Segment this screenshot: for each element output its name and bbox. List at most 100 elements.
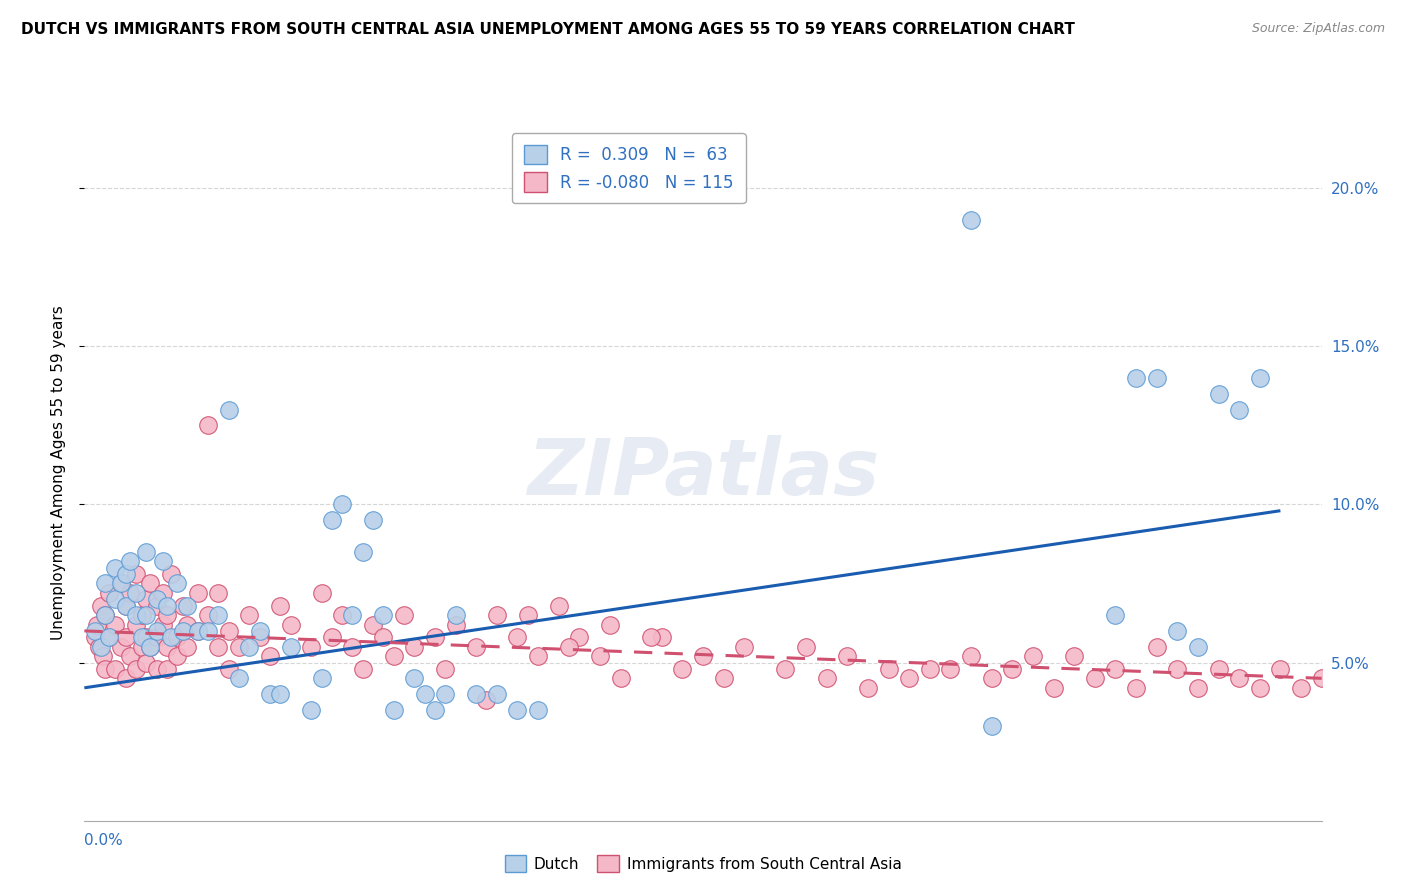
Point (299, 703, 322, 717)
Point (527, 703, 550, 717)
Point (156, 662, 179, 676)
Point (423, 630, 446, 644)
Point (172, 599, 194, 613)
Point (114, 630, 136, 644)
Point (692, 649, 714, 664)
Point (516, 608, 538, 623)
Point (1270, 662, 1292, 676)
Legend: R =  0.309   N =  63, R = -0.080   N = 115: R = 0.309 N = 63, R = -0.080 N = 115 (512, 133, 745, 203)
Point (98, 630, 121, 644)
Point (207, 608, 229, 623)
Text: Source: ZipAtlas.com: Source: ZipAtlas.com (1251, 22, 1385, 36)
Point (135, 656, 157, 670)
Point (404, 640, 426, 654)
Point (176, 617, 198, 632)
Point (218, 402, 240, 417)
Point (321, 513, 343, 527)
Point (152, 617, 174, 632)
Point (382, 703, 405, 717)
Point (166, 576, 188, 591)
Point (1227, 402, 1250, 417)
Point (166, 649, 188, 664)
Point (373, 630, 395, 644)
Point (125, 586, 148, 600)
Point (1042, 681, 1064, 695)
Point (960, 649, 983, 664)
Point (238, 640, 260, 654)
Point (465, 687, 488, 701)
Point (90, 640, 112, 654)
Point (342, 640, 364, 654)
Point (187, 624, 209, 638)
Point (547, 599, 569, 613)
Point (321, 630, 343, 644)
Point (94, 662, 117, 676)
Point (197, 418, 219, 433)
Point (176, 640, 198, 654)
Point (558, 640, 581, 654)
Text: DUTCH VS IMMIGRANTS FROM SOUTH CENTRAL ASIA UNEMPLOYMENT AMONG AGES 55 TO 59 YEA: DUTCH VS IMMIGRANTS FROM SOUTH CENTRAL A… (21, 22, 1076, 37)
Point (139, 576, 162, 591)
Point (671, 662, 693, 676)
Point (83, 630, 105, 644)
Point (1063, 649, 1085, 664)
Point (794, 640, 817, 654)
Point (475, 693, 498, 707)
Point (152, 586, 174, 600)
Point (1187, 681, 1209, 695)
Point (434, 687, 457, 701)
Point (382, 649, 405, 664)
Point (83, 624, 105, 638)
Point (114, 599, 136, 613)
Point (145, 662, 167, 676)
Point (1227, 671, 1250, 685)
Point (898, 671, 921, 685)
Point (259, 649, 281, 664)
Point (98, 630, 121, 644)
Point (218, 662, 240, 676)
Point (94, 608, 117, 623)
Point (1208, 386, 1230, 401)
Point (640, 630, 662, 644)
Point (187, 586, 209, 600)
Point (104, 592, 127, 607)
Point (145, 624, 167, 638)
Point (352, 662, 374, 676)
Point (104, 617, 127, 632)
Point (404, 671, 426, 685)
Text: 0.0%: 0.0% (84, 833, 124, 848)
Point (568, 630, 591, 644)
Point (506, 630, 529, 644)
Point (1249, 681, 1271, 695)
Point (1104, 662, 1126, 676)
Point (98, 586, 121, 600)
Point (125, 566, 148, 581)
Point (485, 608, 508, 623)
Point (352, 545, 374, 559)
Point (110, 576, 132, 591)
Point (114, 671, 136, 685)
Point (197, 624, 219, 638)
Point (218, 624, 240, 638)
Point (125, 662, 148, 676)
Point (980, 671, 1002, 685)
Point (249, 630, 271, 644)
Point (918, 662, 941, 676)
Point (434, 662, 457, 676)
Point (877, 662, 900, 676)
Point (104, 662, 127, 676)
Point (980, 719, 1002, 733)
Point (856, 681, 879, 695)
Point (156, 608, 179, 623)
Point (125, 617, 148, 632)
Point (1084, 671, 1107, 685)
Point (330, 608, 353, 623)
Point (160, 566, 183, 581)
Point (485, 687, 508, 701)
Point (207, 640, 229, 654)
Point (228, 640, 250, 654)
Point (939, 662, 962, 676)
Point (156, 640, 179, 654)
Point (280, 617, 302, 632)
Point (91, 649, 114, 664)
